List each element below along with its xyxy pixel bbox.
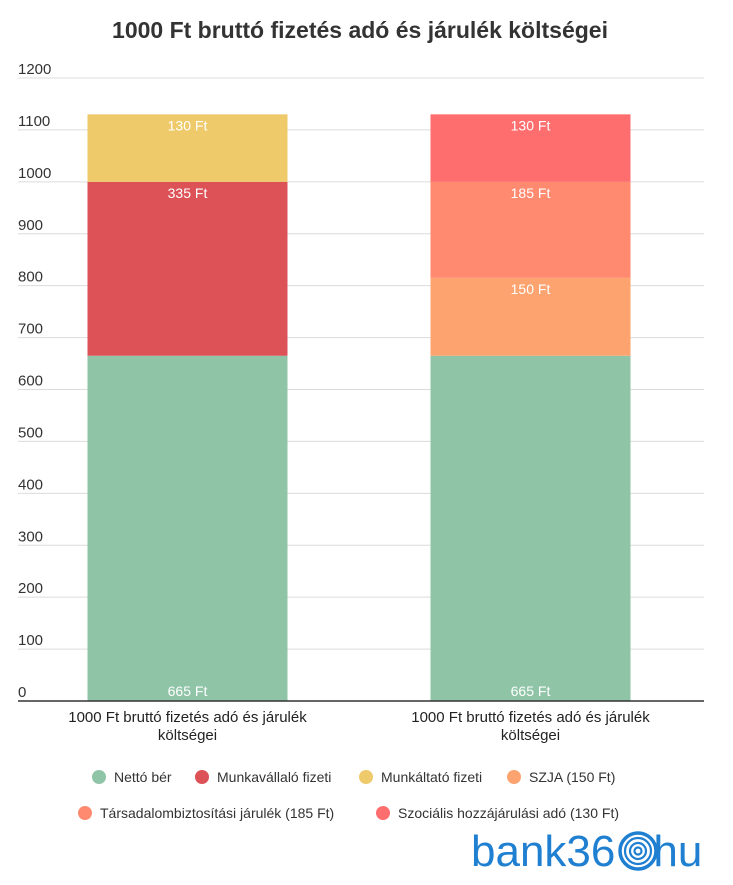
data-labels: 665 Ft 335 Ft 130 Ft 665 Ft 150 Ft 185 Ft 130 … [168,117,551,699]
bar-segment [87,355,288,701]
data-label: 130 Ft [511,117,551,133]
data-label: 185 Ft [511,185,551,201]
category-label: 1000 Ft bruttó fizetés adó és járulék köl… [68,709,307,744]
legend-swatch [359,770,373,784]
legend-item: SZJA (150 Ft) [507,769,615,785]
y-tick-label: 600 [18,373,43,390]
data-label: 335 Ft [168,185,208,201]
legend-item: Nettó bér [92,769,172,785]
data-label: 130 Ft [168,117,208,133]
legend-item: Munkáltató fizeti [359,769,482,785]
y-tick-label: 1100 [18,113,50,130]
legend-label: Munkavállaló fizeti [217,769,331,785]
logo-ring [618,831,658,871]
data-label: 665 Ft [168,683,208,699]
logo-prefix: bank36 [471,827,615,876]
data-label: 665 Ft [511,683,551,699]
chart-title: 1000 Ft bruttó fizetés adó és járulék kö… [112,17,608,43]
y-tick-label: 700 [18,321,43,338]
data-label: 150 Ft [511,281,551,297]
y-tick-label: 800 [18,269,43,286]
bar-segment [430,355,631,701]
legend-swatch [376,806,390,820]
bar-segment [430,277,631,356]
legend-swatch [78,806,92,820]
bar-segment [430,181,631,278]
y-tick-label: 0 [18,684,26,701]
logo-suffix: hu [653,827,702,876]
legend-item: Munkavállaló fizeti [195,769,331,785]
y-tick-label: 1000 [18,165,51,182]
logo-ring [623,836,653,866]
legend-label: SZJA (150 Ft) [529,769,615,785]
y-tick-label: 100 [18,632,43,649]
y-tick-label: 300 [18,528,43,545]
category-label: 1000 Ft bruttó fizetés adó és járulék köl… [411,709,650,744]
bar-segment [87,181,288,356]
y-tick-label: 200 [18,580,43,597]
legend-label: Nettó bér [114,769,172,785]
legend-label: Szociális hozzájárulási adó (130 Ft) [398,805,619,821]
bars [87,114,631,701]
y-axis-ticks: 0 100 200 300 400 500 600 700 800 900 1000 1100 1200 [18,61,51,701]
logo-ring [633,846,643,856]
legend-swatch [92,770,106,784]
bar-segment [430,114,631,182]
category-labels: 1000 Ft bruttó fizetés adó és járulék köl… [68,709,650,744]
legend-label: Munkáltató fizeti [381,769,482,785]
logo-ring [628,841,648,861]
y-tick-label: 1200 [18,61,51,78]
legend-item: Társadalombiztosítási járulék (185 Ft) [78,805,334,821]
bank360-logo: bank36 hu [471,827,702,876]
y-tick-label: 500 [18,424,43,441]
bar-segment [87,114,288,182]
legend-label: Társadalombiztosítási járulék (185 Ft) [100,805,334,821]
legend-swatch [507,770,521,784]
legend: Nettó bér Munkavállaló fizeti Munkáltató f… [78,769,619,821]
logo-text: bank36 hu [471,827,702,876]
y-tick-label: 900 [18,217,43,234]
legend-swatch [195,770,209,784]
y-tick-label: 400 [18,476,43,493]
legend-item: Szociális hozzájárulási adó (130 Ft) [376,805,619,821]
logo-ring-icon [618,831,658,871]
